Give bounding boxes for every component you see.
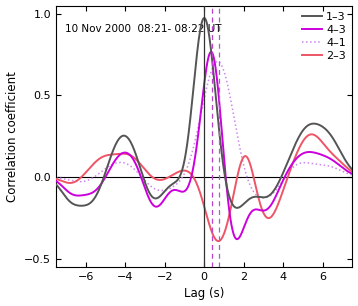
- Text: 10 Nov 2000  08:21- 08:22 UT: 10 Nov 2000 08:21- 08:22 UT: [65, 24, 221, 34]
- Legend: 1–3, 4–3, 4–1, 2–3: 1–3, 4–3, 4–1, 2–3: [297, 8, 350, 65]
- Y-axis label: Correlation coefficient: Correlation coefficient: [6, 71, 19, 202]
- X-axis label: Lag (s): Lag (s): [184, 287, 224, 300]
